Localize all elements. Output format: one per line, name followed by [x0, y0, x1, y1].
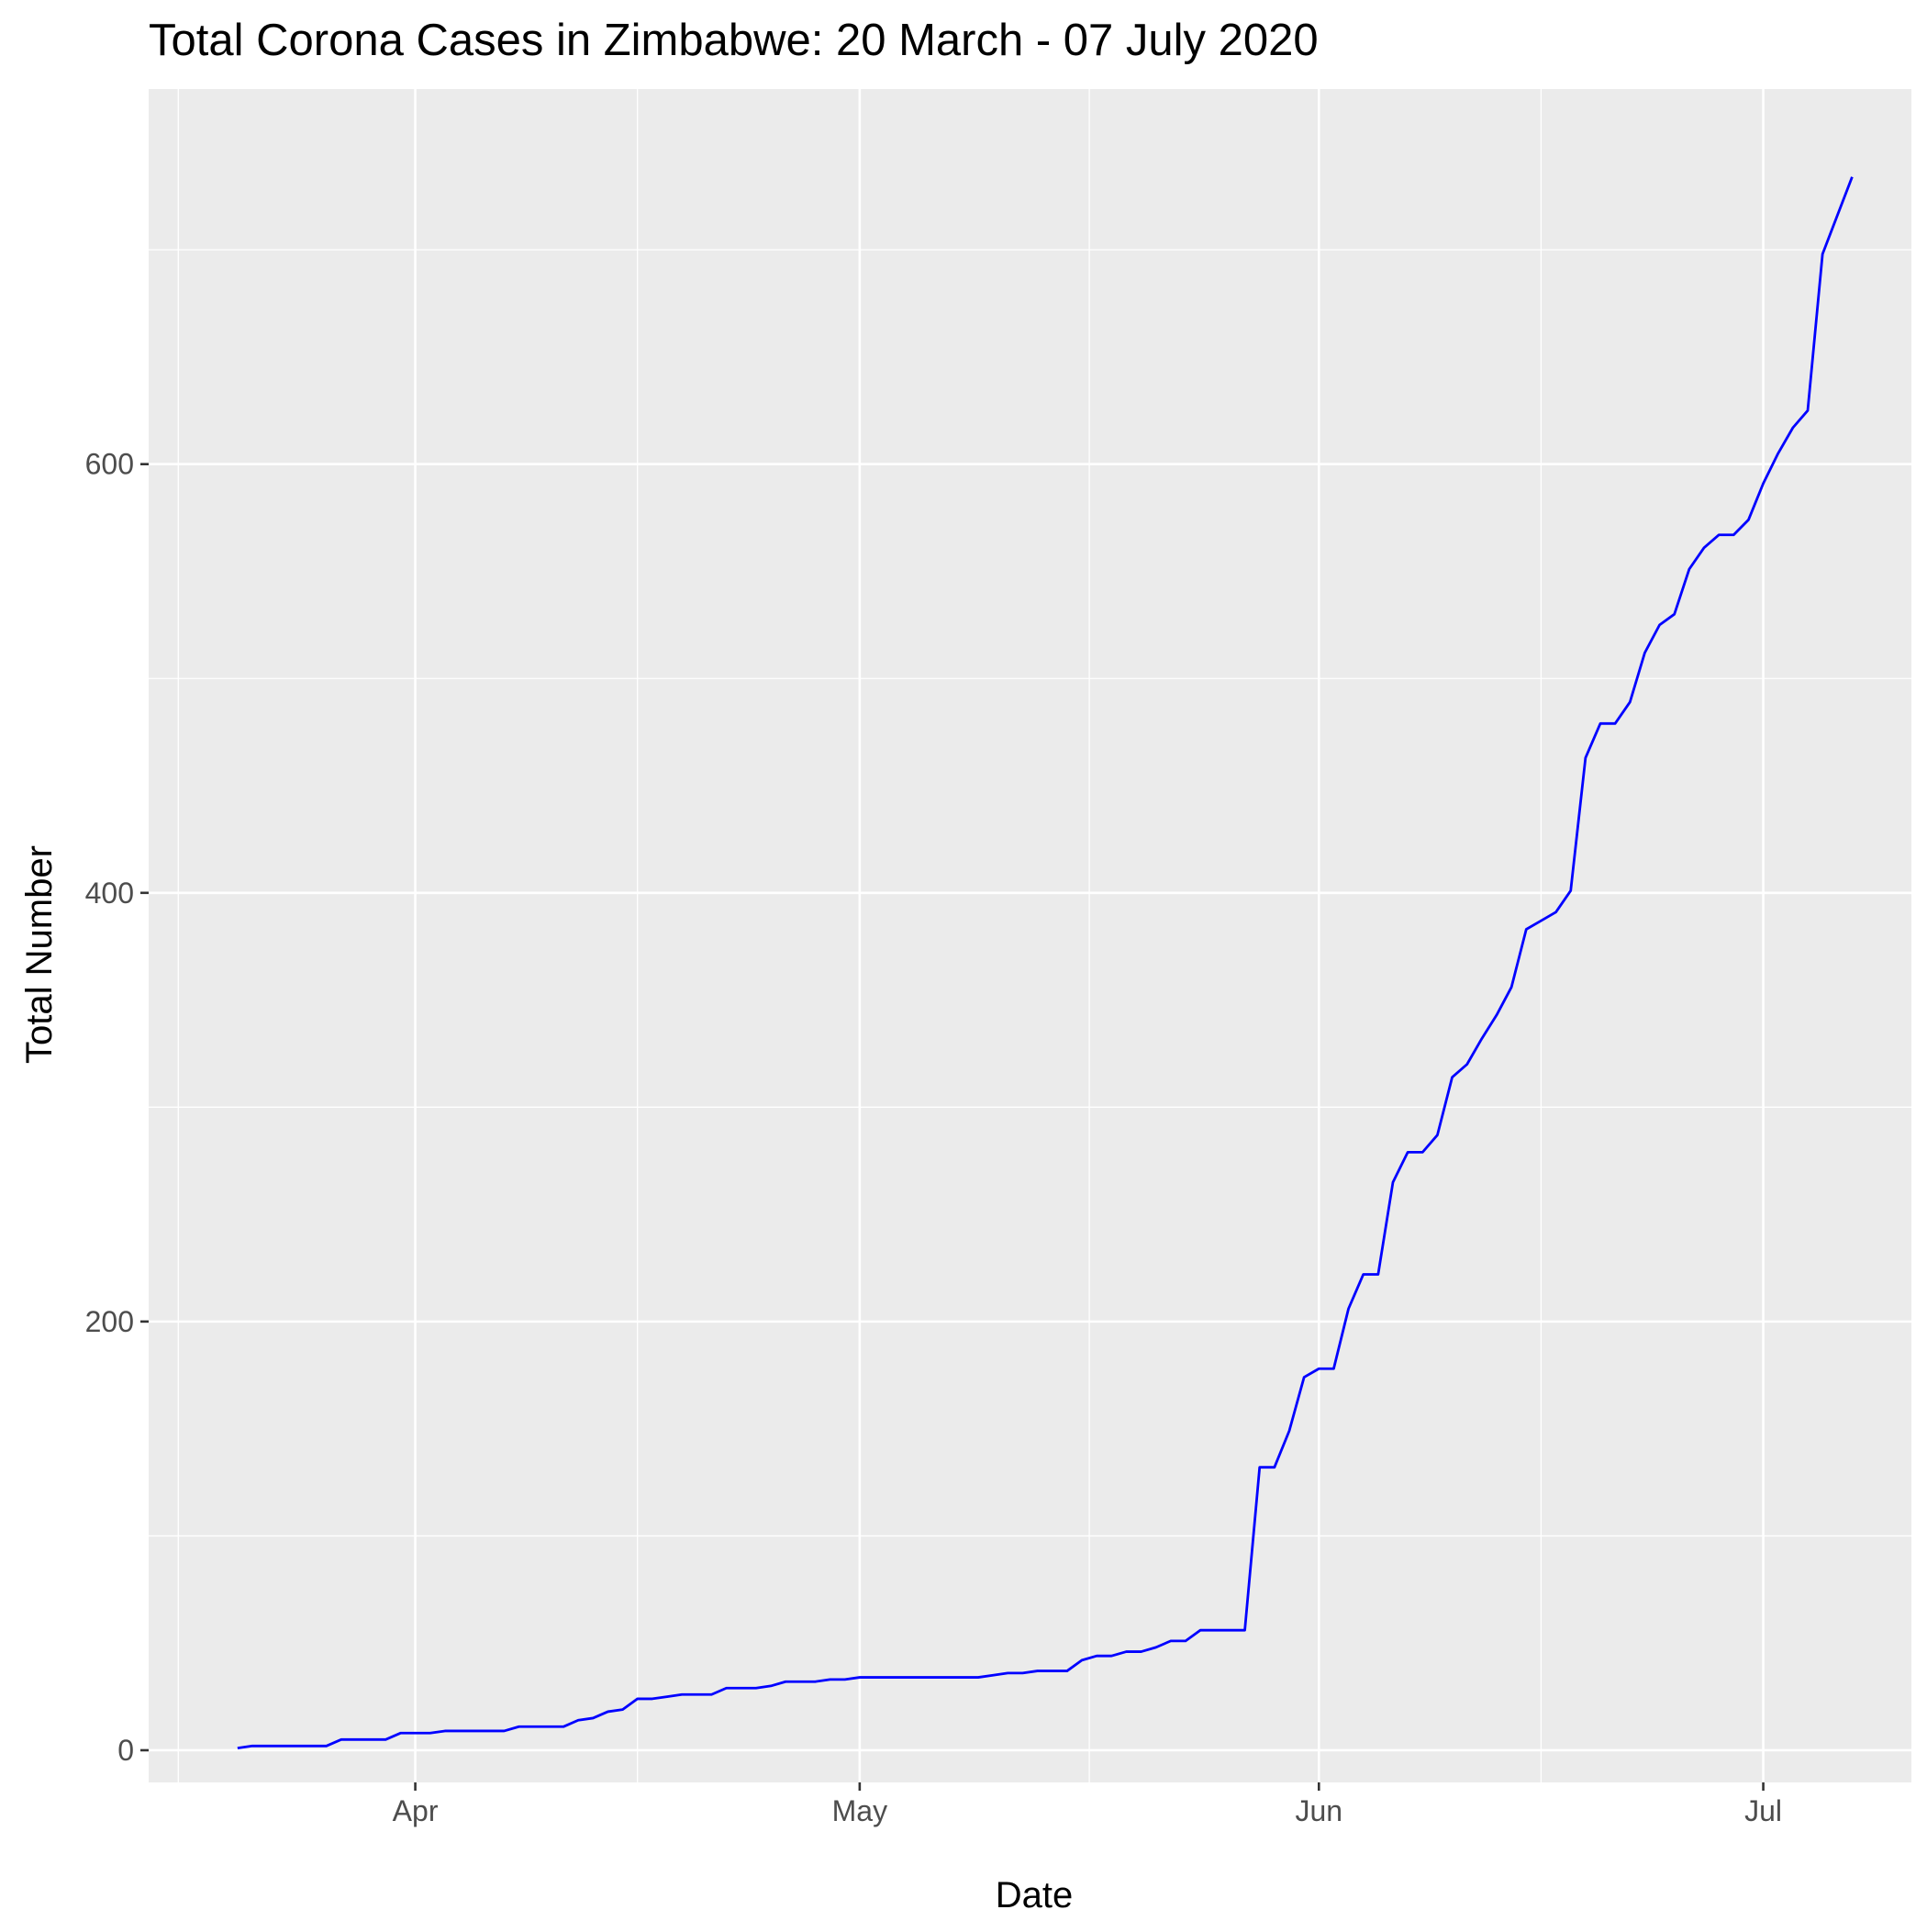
plot-panel — [149, 89, 1911, 1782]
y-tick-label: 600 — [85, 448, 134, 481]
y-tick-label: 400 — [85, 877, 134, 910]
x-tick-label: May — [832, 1794, 887, 1827]
y-tick-label: 200 — [85, 1305, 134, 1338]
grid-lines — [149, 89, 1911, 1782]
x-tick-label: Jun — [1295, 1794, 1342, 1827]
y-axis-title: Total Number — [19, 845, 60, 1064]
y-tick-label: 0 — [117, 1734, 134, 1767]
series-layer — [237, 176, 1854, 1750]
axis-layer: 0 200 400 600 Apr May Jun Jul — [85, 448, 1782, 1827]
chart-title: Total Corona Cases in Zimbabwe: 20 March… — [149, 16, 1319, 65]
x-tick-label: Apr — [393, 1794, 439, 1827]
series-line — [237, 176, 1854, 1750]
x-tick-label: Jul — [1744, 1794, 1782, 1827]
x-axis-title: Date — [996, 1875, 1074, 1915]
